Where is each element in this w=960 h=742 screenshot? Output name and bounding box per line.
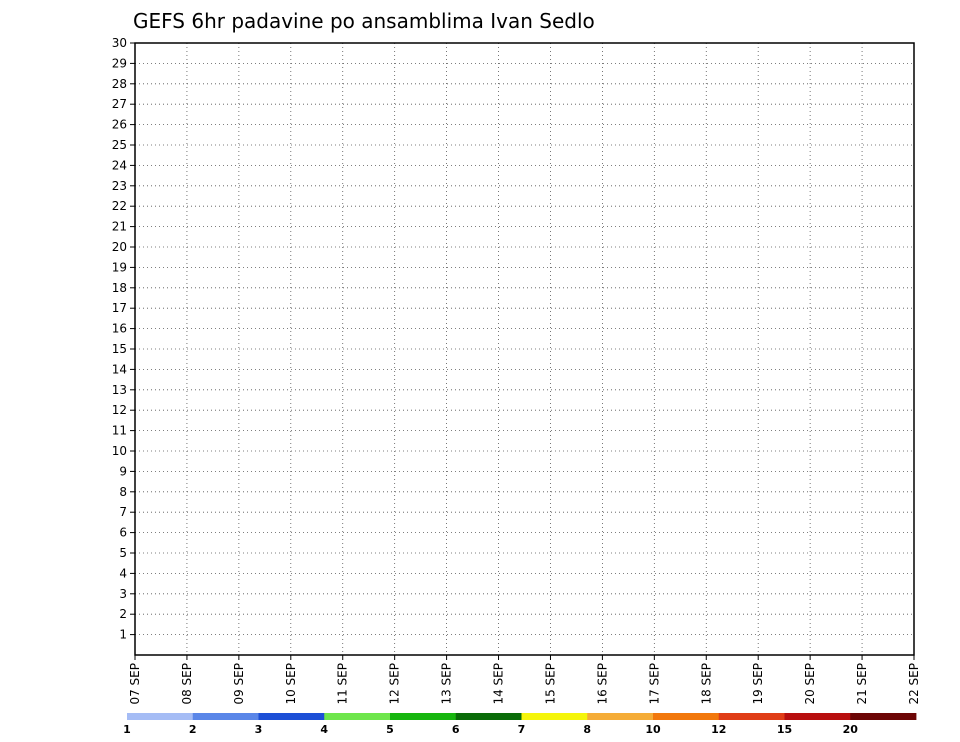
legend-label: 7 <box>518 723 526 736</box>
y-tick-label: 9 <box>119 464 127 478</box>
y-tick-label: 26 <box>112 118 127 132</box>
legend-swatch <box>653 713 720 720</box>
y-tick-label: 8 <box>119 485 127 499</box>
x-tick-label: 09 SEP <box>232 663 246 705</box>
y-axis: 1234567891011121314151617181920212223242… <box>112 36 135 642</box>
y-tick-label: 14 <box>112 362 127 376</box>
y-tick-label: 4 <box>119 566 127 580</box>
y-tick-label: 10 <box>112 444 127 458</box>
y-tick-label: 27 <box>112 97 127 111</box>
legend-swatch <box>390 713 457 720</box>
y-tick-label: 5 <box>119 546 127 560</box>
y-tick-label: 18 <box>112 281 127 295</box>
x-tick-label: 12 SEP <box>388 663 402 705</box>
x-tick-label: 07 SEP <box>128 663 142 705</box>
legend-label: 12 <box>711 723 726 736</box>
legend-label: 20 <box>843 723 859 736</box>
legend-swatch <box>718 713 785 720</box>
y-tick-label: 24 <box>112 158 127 172</box>
x-tick-label: 17 SEP <box>647 663 661 705</box>
y-tick-label: 22 <box>112 199 127 213</box>
chart-title: GEFS 6hr padavine po ansamblima Ivan Sed… <box>133 9 595 33</box>
legend-label: 15 <box>777 723 792 736</box>
grid-lines <box>135 42 914 655</box>
x-tick-label: 15 SEP <box>543 663 557 705</box>
y-tick-label: 11 <box>112 424 127 438</box>
y-tick-label: 2 <box>119 607 127 621</box>
x-tick-label: 11 SEP <box>336 663 350 705</box>
legend-swatch <box>587 713 654 720</box>
y-tick-label: 17 <box>112 301 127 315</box>
legend-swatch <box>850 713 917 720</box>
y-tick-label: 7 <box>119 505 127 519</box>
x-tick-label: 08 SEP <box>180 663 194 705</box>
x-axis: 07 SEP 08 SEP 09 SEP 10 SEP 11 SEP 12 SEP 13 S… <box>128 655 921 705</box>
x-tick-label: 18 SEP <box>699 663 713 705</box>
color-legend: 1 2 3 4 5 6 7 8 10 12 15 20 <box>123 713 917 736</box>
y-tick-label: 1 <box>119 628 127 642</box>
legend-label: 8 <box>583 723 591 736</box>
legend-label: 5 <box>386 723 394 736</box>
y-tick-label: 20 <box>112 240 127 254</box>
x-tick-label: 13 SEP <box>440 663 454 705</box>
x-tick-label: 19 SEP <box>751 663 765 705</box>
x-tick-label: 10 SEP <box>284 663 298 705</box>
x-tick-label: 21 SEP <box>855 663 869 705</box>
legend-swatch <box>455 713 522 720</box>
legend-label: 4 <box>320 723 328 736</box>
y-tick-label: 30 <box>112 36 127 50</box>
x-tick-label: 16 SEP <box>595 663 609 705</box>
legend-swatch <box>192 713 259 720</box>
legend-swatch <box>127 713 194 720</box>
legend-label: 3 <box>255 723 263 736</box>
y-tick-label: 23 <box>112 179 127 193</box>
legend-label: 2 <box>189 723 197 736</box>
y-tick-label: 25 <box>112 138 127 152</box>
y-tick-label: 28 <box>112 77 127 91</box>
legend-label: 10 <box>645 723 661 736</box>
legend-swatch <box>324 713 391 720</box>
x-tick-label: 22 SEP <box>907 663 921 705</box>
legend-label: 6 <box>452 723 460 736</box>
y-tick-label: 15 <box>112 342 127 356</box>
y-tick-label: 12 <box>112 403 127 417</box>
legend-swatch <box>521 713 588 720</box>
legend-label: 1 <box>123 723 131 736</box>
x-tick-label: 20 SEP <box>803 663 817 705</box>
x-tick-label: 14 SEP <box>492 663 506 705</box>
y-tick-label: 3 <box>119 587 127 601</box>
y-tick-label: 19 <box>112 260 127 274</box>
y-tick-label: 13 <box>112 383 127 397</box>
y-tick-label: 29 <box>112 56 127 70</box>
y-tick-label: 6 <box>119 526 127 540</box>
y-tick-label: 16 <box>112 322 127 336</box>
legend-swatch <box>258 713 325 720</box>
y-tick-label: 21 <box>112 220 127 234</box>
legend-swatch <box>784 713 851 720</box>
